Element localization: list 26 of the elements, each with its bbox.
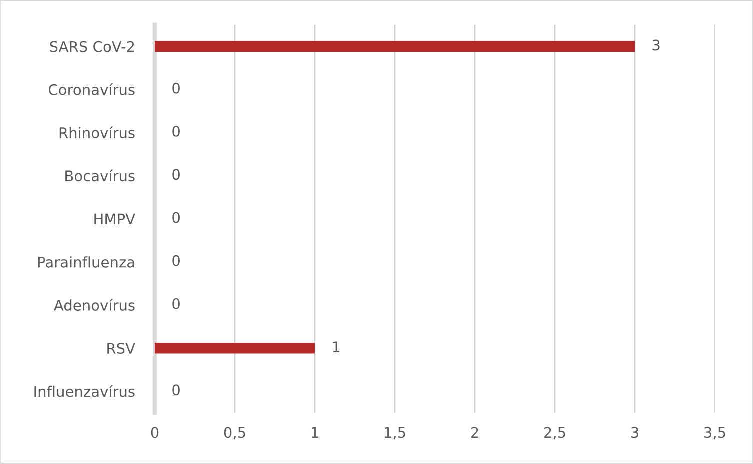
data-label: 0 xyxy=(172,126,180,138)
y-tick-label: Bocavírus xyxy=(66,170,135,182)
x-tick-label: 2,5 xyxy=(544,427,566,440)
x-tick-label: 1 xyxy=(312,427,318,438)
data-label: 0 xyxy=(172,82,180,94)
y-tick-label: Parainfluenza xyxy=(38,256,134,268)
data-label: 0 xyxy=(172,384,180,396)
x-tick-label: 3 xyxy=(631,427,638,438)
y-tick-label: Rhinovírus xyxy=(60,126,135,139)
data-label: 0 xyxy=(172,169,180,180)
x-tick-label: 0,5 xyxy=(224,427,246,440)
y-tick-label: HMPV xyxy=(94,214,136,225)
data-label: 0 xyxy=(172,212,180,224)
y-tick-label: Adenovírus xyxy=(54,299,135,311)
y-tick-label: SARS CoV-2 xyxy=(50,41,134,52)
y-tick-label: Influenzavírus xyxy=(34,385,135,398)
data-label: 3 xyxy=(652,40,660,51)
data-label: 0 xyxy=(172,255,180,266)
x-tick-label: 0 xyxy=(151,427,159,438)
data-label: 1 xyxy=(333,342,340,352)
x-tick-label: 2 xyxy=(471,427,478,438)
data-label: 0 xyxy=(172,298,180,310)
x-tick-label: 3,5 xyxy=(704,427,726,440)
x-tick-label: 1,5 xyxy=(385,427,406,440)
y-tick-label: RSV xyxy=(108,343,136,354)
y-tick-label: Coronavírus xyxy=(48,84,135,96)
